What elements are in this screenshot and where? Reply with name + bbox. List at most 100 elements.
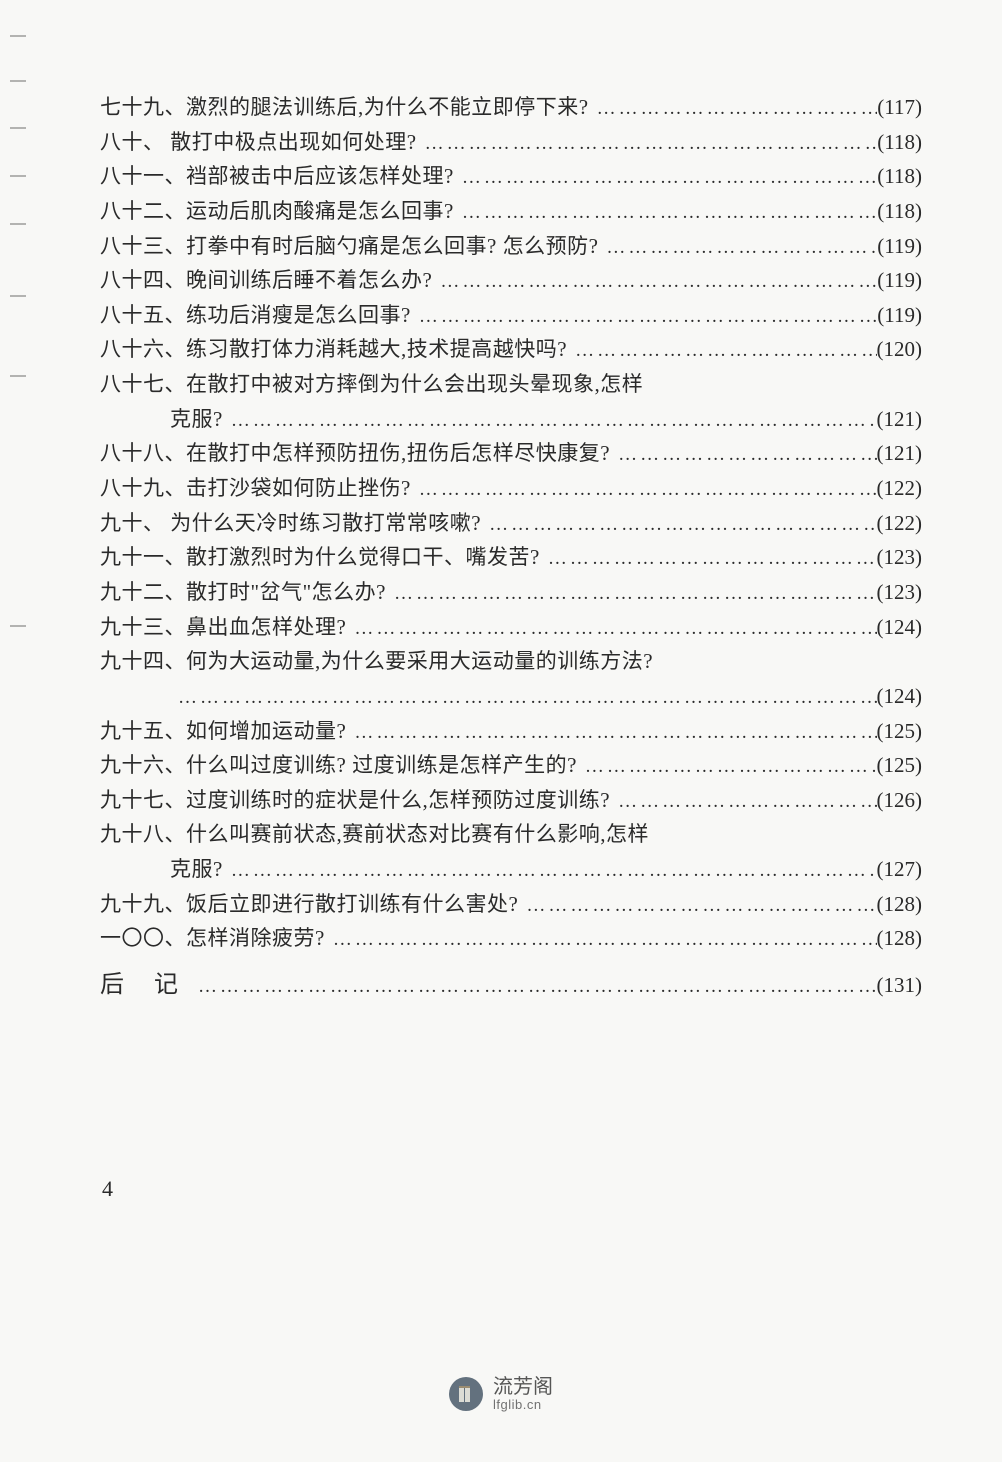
afterword-title: 后 记	[100, 964, 190, 999]
toc-label: 九十九、饭后立即进行散打训练有什么害处?	[100, 887, 518, 922]
leader-dots: ……………………………………………………………………………………………………	[610, 786, 876, 817]
leader-dots: ……………………………………………………………………………………………………	[386, 578, 877, 609]
toc-label: 九十三、鼻出血怎样处理?	[100, 610, 346, 645]
leader-dots: ……………………………………………………………………………………………………	[610, 439, 876, 470]
toc-label: 八十一、裆部被击中后应该怎样处理?	[100, 159, 454, 194]
leader-dots: ……………………………………………………………………………………………………	[454, 162, 877, 193]
toc-label: 九十二、散打时"岔气"怎么办?	[100, 575, 386, 610]
toc-page: (124)	[877, 610, 923, 645]
toc-page: (123)	[877, 575, 923, 610]
toc-label: 一〇〇、怎样消除疲劳?	[100, 921, 325, 956]
toc-entry: 九十九、饭后立即进行散打训练有什么害处?………………………………………………………	[100, 887, 922, 922]
table-of-contents: 七十九、激烈的腿法训练后,为什么不能立即停下来?……………………………………………	[100, 90, 922, 956]
toc-entry: 克服?……………………………………………………………………………………………………	[100, 402, 922, 437]
toc-label: 八十七、在散打中被对方摔倒为什么会出现头晕现象,怎样	[100, 367, 643, 402]
toc-label: 八十六、练习散打体力消耗越大,技术提高越快吗?	[100, 332, 567, 367]
toc-page: (122)	[877, 471, 923, 506]
leader-dots: ……………………………………………………………………………………………………	[346, 717, 876, 748]
toc-entry: ……………………………………………………………………………………………………(1…	[100, 679, 922, 714]
toc-entry: 七十九、激烈的腿法训练后,为什么不能立即停下来?……………………………………………	[100, 90, 922, 125]
toc-page: (121)	[877, 436, 923, 471]
toc-label: 克服?	[100, 402, 223, 437]
leader-dots: ……………………………………………………………………………………………………	[540, 543, 877, 574]
leader-dots: ……………………………………………………………………………………………………	[567, 335, 876, 366]
toc-entry: 八十五、练功后消瘦是怎么回事?……………………………………………………………………	[100, 298, 922, 333]
toc-entry: 九十八、什么叫赛前状态,赛前状态对比赛有什么影响,怎样	[100, 817, 922, 852]
leader-dots: ……………………………………………………………………………………………………	[411, 301, 877, 332]
toc-page: (120)	[877, 332, 923, 367]
toc-entry: 八十九、击打沙袋如何防止挫伤?……………………………………………………………………	[100, 471, 922, 506]
toc-entry: 一〇〇、怎样消除疲劳?………………………………………………………………………………	[100, 921, 922, 956]
toc-label: 八十、 散打中极点出现如何处理?	[100, 125, 417, 160]
toc-page: (118)	[877, 125, 922, 160]
toc-page: (125)	[877, 748, 923, 783]
toc-page: (122)	[877, 506, 923, 541]
toc-page: (118)	[877, 159, 922, 194]
leader-dots: ……………………………………………………………………………………………………	[346, 613, 876, 644]
afterword-page: (131)	[877, 973, 923, 998]
toc-entry: 九十四、何为大运动量,为什么要采用大运动量的训练方法?	[100, 644, 922, 679]
toc-entry: 九十一、散打激烈时为什么觉得口干、嘴发苦?……………………………………………………	[100, 540, 922, 575]
leader-dots: ……………………………………………………………………………………………………	[598, 232, 877, 263]
afterword-line: 后 记 ……………………………………………………………………………………… (1…	[100, 964, 922, 999]
toc-entry: 八十二、运动后肌肉酸痛是怎么回事?………………………………………………………………	[100, 194, 922, 229]
watermark: 流芳阁 lfglib.cn	[449, 1376, 553, 1412]
watermark-url: lfglib.cn	[493, 1398, 553, 1412]
leader-dots: ………………………………………………………………………………………	[190, 976, 877, 998]
toc-label: 克服?	[100, 852, 223, 887]
leader-dots: ……………………………………………………………………………………………………	[325, 924, 877, 955]
toc-entry: 八十六、练习散打体力消耗越大,技术提高越快吗?………………………………………………	[100, 332, 922, 367]
leader-dots: ……………………………………………………………………………………………………	[432, 266, 877, 297]
toc-label: 八十三、打拳中有时后脑勺痛是怎么回事? 怎么预防?	[100, 229, 598, 264]
toc-page: (125)	[877, 714, 923, 749]
book-icon	[449, 1377, 483, 1411]
toc-label: 九十六、什么叫过度训练? 过度训练是怎样产生的?	[100, 748, 577, 783]
toc-page: (119)	[877, 298, 922, 333]
toc-entry: 九十七、过度训练时的症状是什么,怎样预防过度训练?…………………………………………	[100, 783, 922, 818]
toc-page: (128)	[877, 921, 923, 956]
toc-label: 七十九、激烈的腿法训练后,为什么不能立即停下来?	[100, 90, 589, 125]
toc-entry: 八十四、晚间训练后睡不着怎么办?…………………………………………………………………	[100, 263, 922, 298]
toc-label: 八十九、击打沙袋如何防止挫伤?	[100, 471, 411, 506]
leader-dots: ……………………………………………………………………………………………………	[170, 682, 877, 713]
toc-entry: 九十三、鼻出血怎样处理?……………………………………………………………………………	[100, 610, 922, 645]
toc-label: 九十七、过度训练时的症状是什么,怎样预防过度训练?	[100, 783, 610, 818]
toc-entry: 八十一、裆部被击中后应该怎样处理?………………………………………………………………	[100, 159, 922, 194]
toc-page: (119)	[877, 229, 922, 264]
toc-label: 八十八、在散打中怎样预防扭伤,扭伤后怎样尽快康复?	[100, 436, 610, 471]
leader-dots: ……………………………………………………………………………………………………	[481, 509, 876, 540]
toc-page: (119)	[877, 263, 922, 298]
toc-page: (118)	[877, 194, 922, 229]
toc-label: 九十四、何为大运动量,为什么要采用大运动量的训练方法?	[100, 644, 653, 679]
toc-entry: 八十八、在散打中怎样预防扭伤,扭伤后怎样尽快康复?…………………………………………	[100, 436, 922, 471]
leader-dots: ……………………………………………………………………………………………………	[589, 93, 878, 124]
page-number: 4	[102, 1176, 113, 1202]
toc-page: (117)	[877, 90, 922, 125]
leader-dots: ……………………………………………………………………………………………………	[518, 890, 876, 921]
toc-page: (126)	[877, 783, 923, 818]
toc-entry: 八十七、在散打中被对方摔倒为什么会出现头晕现象,怎样	[100, 367, 922, 402]
binding-marks	[10, 30, 14, 1462]
toc-entry: 克服?……………………………………………………………………………………………………	[100, 852, 922, 887]
toc-label: 九十五、如何增加运动量?	[100, 714, 346, 749]
leader-dots: ……………………………………………………………………………………………………	[454, 197, 877, 228]
toc-label: 九十一、散打激烈时为什么觉得口干、嘴发苦?	[100, 540, 540, 575]
toc-label: 八十四、晚间训练后睡不着怎么办?	[100, 263, 432, 298]
toc-page: (128)	[877, 887, 923, 922]
leader-dots: ……………………………………………………………………………………………………	[577, 751, 877, 782]
toc-page: (123)	[877, 540, 923, 575]
toc-entry: 八十三、打拳中有时后脑勺痛是怎么回事? 怎么预防?…………………………………………	[100, 229, 922, 264]
leader-dots: ……………………………………………………………………………………………………	[411, 474, 877, 505]
toc-entry: 八十、 散打中极点出现如何处理?…………………………………………………………………	[100, 125, 922, 160]
page-content: 七十九、激烈的腿法训练后,为什么不能立即停下来?……………………………………………	[0, 0, 1002, 999]
toc-entry: 九十、 为什么天冷时练习散打常常咳嗽?…………………………………………………………	[100, 506, 922, 541]
toc-label: 八十五、练功后消瘦是怎么回事?	[100, 298, 411, 333]
toc-label: 九十、 为什么天冷时练习散打常常咳嗽?	[100, 506, 481, 541]
toc-page: (121)	[877, 402, 923, 437]
toc-entry: 九十二、散打时"岔气"怎么办?……………………………………………………………………	[100, 575, 922, 610]
watermark-title: 流芳阁	[493, 1376, 553, 1398]
toc-entry: 九十五、如何增加运动量?……………………………………………………………………………	[100, 714, 922, 749]
leader-dots: ……………………………………………………………………………………………………	[223, 855, 877, 886]
toc-label: 九十八、什么叫赛前状态,赛前状态对比赛有什么影响,怎样	[100, 817, 649, 852]
toc-entry: 九十六、什么叫过度训练? 过度训练是怎样产生的?……………………………………………	[100, 748, 922, 783]
